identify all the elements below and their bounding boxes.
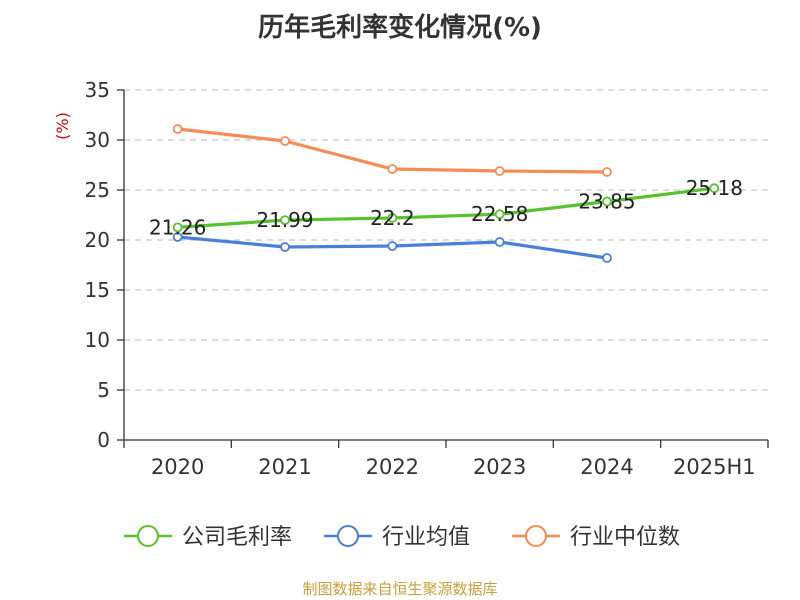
- data-point: [494, 166, 505, 176]
- data-labels: 21.26 21.99 22.2 22.58 23.85 25.18: [149, 176, 743, 239]
- legend-label: 行业均值: [382, 525, 470, 550]
- x-tick-label: 2021: [258, 455, 311, 479]
- data-point: [602, 196, 612, 207]
- data-label: 25.18: [686, 176, 743, 200]
- legend-marker: [525, 525, 547, 547]
- data-label: 23.85: [578, 190, 635, 214]
- y-tick-label: 25: [85, 178, 110, 202]
- data-label: 22.58: [471, 202, 528, 226]
- x-axis-ticks: 2020 2021 2022 2023 2024 2025H1: [151, 455, 756, 479]
- data-point: [494, 237, 505, 247]
- x-tick-label: 2025H1: [673, 455, 756, 479]
- data-point: [280, 136, 290, 146]
- data-point: [172, 232, 183, 242]
- data-label: 22.2: [370, 206, 415, 230]
- legend-item[interactable]: 公司毛利率: [124, 525, 292, 550]
- series-line-0: [176, 186, 716, 229]
- y-tick-label: 5: [97, 378, 110, 402]
- data-point: [709, 183, 720, 194]
- y-tick-label: 10: [85, 328, 110, 352]
- y-axis-ticks: 0 5 10 15 20 25 30 35: [85, 78, 110, 452]
- data-point: [602, 253, 612, 263]
- legend-label: 公司毛利率: [182, 525, 292, 550]
- y-tick-label: 30: [85, 128, 110, 152]
- data-point: [172, 222, 183, 233]
- series-lines: [172, 124, 720, 263]
- data-point: [494, 209, 505, 220]
- data-point: [280, 242, 290, 252]
- data-point: [172, 124, 183, 134]
- chart-title: 历年毛利率变化情况(%): [258, 12, 542, 43]
- x-tick-label: 2022: [366, 455, 419, 479]
- legend-item[interactable]: 行业均值: [324, 525, 470, 550]
- data-point: [387, 241, 398, 251]
- data-point: [387, 164, 398, 174]
- data-point: [602, 167, 612, 177]
- source-note: 制图数据来自恒生聚源数据库: [302, 580, 497, 598]
- y-tick-label: 15: [85, 278, 110, 302]
- data-label: 21.99: [256, 208, 313, 232]
- data-point: [387, 213, 398, 223]
- legend-item[interactable]: 行业中位数: [512, 525, 680, 550]
- legend-marker: [137, 525, 159, 547]
- x-tick-label: 2023: [473, 455, 526, 479]
- y-axis-unit: (%): [53, 112, 72, 140]
- y-tick-label: 0: [97, 428, 110, 452]
- grid-lines: [124, 89, 768, 391]
- x-tick-label: 2024: [580, 455, 633, 479]
- axes: [117, 89, 769, 448]
- data-point: [280, 215, 290, 226]
- y-tick-label: 35: [85, 78, 110, 102]
- legend[interactable]: 公司毛利率 行业均值 行业中位数: [124, 525, 680, 550]
- data-label: 21.26: [149, 215, 206, 239]
- legend-marker: [337, 525, 359, 547]
- x-tick-label: 2020: [151, 455, 204, 479]
- legend-label: 行业中位数: [570, 525, 680, 550]
- y-tick-label: 20: [85, 228, 110, 252]
